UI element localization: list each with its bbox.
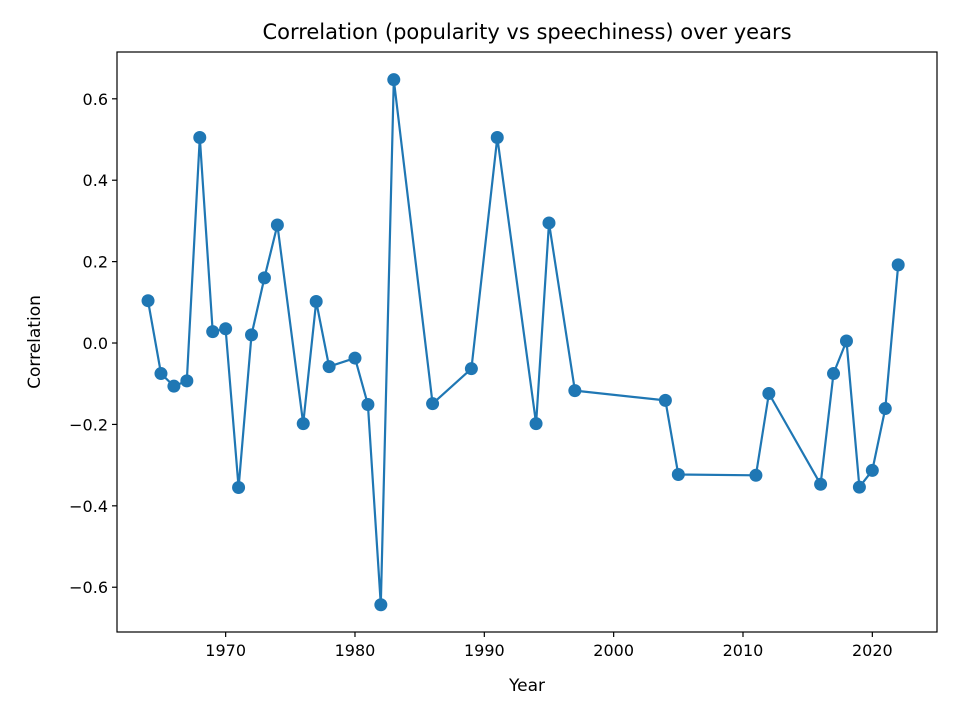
data-point [542, 216, 556, 230]
plot-frame [116, 51, 938, 633]
x-tick-label: 2010 [723, 641, 764, 660]
data-point [839, 334, 853, 348]
y-tick-label: −0.2 [69, 415, 108, 434]
data-point [296, 417, 310, 431]
data-point [309, 295, 323, 309]
data-point [426, 397, 440, 411]
y-tick-label: 0.0 [83, 334, 108, 353]
data-point [193, 130, 207, 144]
data-point [490, 130, 504, 144]
data-point [322, 360, 336, 374]
data-point [529, 417, 543, 431]
data-point [852, 480, 866, 494]
data-point [671, 467, 685, 481]
data-point [568, 384, 582, 398]
data-point [257, 271, 271, 285]
x-tick-label: 1970 [205, 641, 246, 660]
y-axis-label: Correlation [25, 295, 45, 389]
data-point [827, 367, 841, 381]
data-point [141, 294, 155, 308]
data-point [270, 218, 284, 232]
data-point [387, 73, 401, 87]
x-tick-label: 2000 [593, 641, 634, 660]
data-point [348, 351, 362, 365]
data-point [206, 325, 220, 339]
x-tick-label: 1980 [335, 641, 376, 660]
y-tick-label: −0.6 [69, 578, 108, 597]
x-tick-label: 2020 [852, 641, 893, 660]
data-point [464, 362, 478, 376]
data-point [245, 328, 259, 342]
data-point [749, 468, 763, 482]
data-point [167, 379, 181, 393]
data-point [154, 367, 168, 381]
x-axis: 1970 1980 1990 2000 2010 2020 [205, 632, 893, 660]
data-marks [141, 73, 905, 612]
data-point [865, 463, 879, 477]
x-axis-label: Year [508, 676, 545, 696]
data-point [361, 397, 375, 411]
y-tick-label: 0.4 [83, 171, 108, 190]
chart-title: Correlation (popularity vs speechiness) … [262, 20, 791, 44]
data-point [232, 481, 246, 495]
y-tick-label: 0.2 [83, 253, 108, 272]
data-point [814, 477, 828, 491]
data-point [878, 402, 892, 416]
x-tick-label: 1990 [464, 641, 505, 660]
y-axis: −0.6 −0.4 −0.2 0.0 0.2 0.4 0.6 [69, 90, 117, 597]
y-tick-label: −0.4 [69, 497, 108, 516]
data-point [658, 393, 672, 407]
data-point [762, 386, 776, 400]
data-point [219, 322, 233, 336]
y-tick-label: 0.6 [83, 90, 108, 109]
data-point [374, 598, 388, 612]
data-point [180, 374, 194, 388]
data-point [891, 258, 905, 272]
